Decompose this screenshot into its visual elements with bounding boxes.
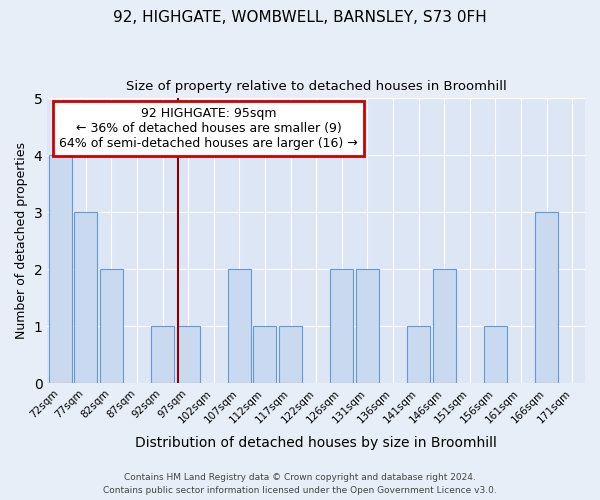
Bar — [176, 326, 200, 383]
Title: Size of property relative to detached houses in Broomhill: Size of property relative to detached ho… — [126, 80, 506, 93]
Bar — [253, 326, 277, 383]
Y-axis label: Number of detached properties: Number of detached properties — [15, 142, 28, 340]
Text: 92, HIGHGATE, WOMBWELL, BARNSLEY, S73 0FH: 92, HIGHGATE, WOMBWELL, BARNSLEY, S73 0F… — [113, 10, 487, 25]
Bar — [330, 269, 353, 383]
Text: Contains HM Land Registry data © Crown copyright and database right 2024.
Contai: Contains HM Land Registry data © Crown c… — [103, 474, 497, 495]
Bar — [433, 269, 455, 383]
Bar — [484, 326, 507, 383]
Bar — [407, 326, 430, 383]
Text: 92 HIGHGATE: 95sqm
← 36% of detached houses are smaller (9)
64% of semi-detached: 92 HIGHGATE: 95sqm ← 36% of detached hou… — [59, 107, 358, 150]
Bar — [100, 269, 123, 383]
Bar — [535, 212, 558, 383]
Bar — [151, 326, 174, 383]
X-axis label: Distribution of detached houses by size in Broomhill: Distribution of detached houses by size … — [135, 436, 497, 450]
Bar — [74, 212, 97, 383]
Bar — [279, 326, 302, 383]
Bar — [49, 156, 71, 383]
Bar — [356, 269, 379, 383]
Bar — [228, 269, 251, 383]
